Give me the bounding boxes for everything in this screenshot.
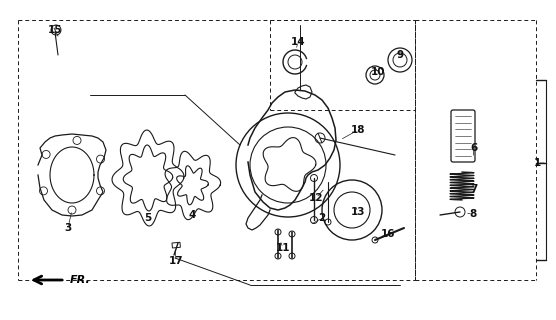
Text: 7: 7 [470,184,478,194]
Text: 12: 12 [309,193,323,203]
Text: 4: 4 [188,210,196,220]
Text: 13: 13 [351,207,365,217]
Text: 9: 9 [396,50,404,60]
Text: 16: 16 [381,229,395,239]
Text: 2: 2 [319,213,326,223]
Text: 17: 17 [168,256,183,266]
Text: 11: 11 [276,243,290,253]
Text: 10: 10 [371,67,385,77]
Text: 8: 8 [469,209,476,219]
Text: 1: 1 [533,158,540,168]
Text: 15: 15 [48,25,62,35]
Bar [172,242,180,248]
Text: FR.: FR. [70,275,91,285]
Text: 5: 5 [145,213,152,223]
Text: 6: 6 [470,143,478,153]
Circle shape [51,25,61,35]
FancyBboxPatch shape [451,110,475,162]
Text: 3: 3 [64,223,72,233]
Text: 14: 14 [291,37,305,47]
Text: 18: 18 [351,125,365,135]
